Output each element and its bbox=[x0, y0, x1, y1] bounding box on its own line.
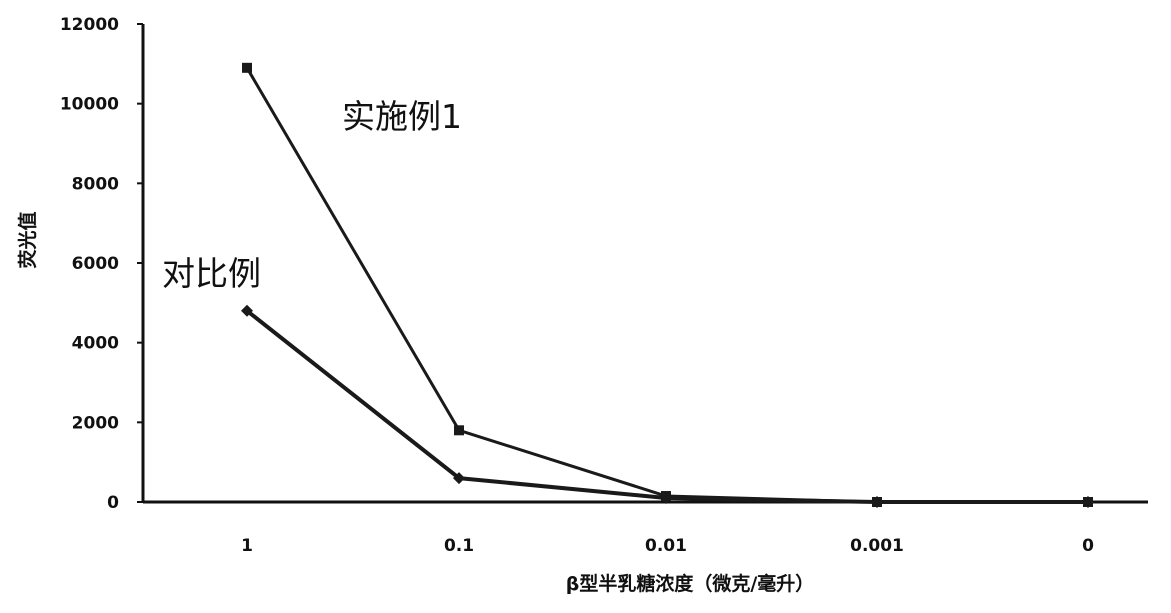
x-tick-label: 1 bbox=[241, 536, 253, 556]
series-2 bbox=[241, 305, 1094, 508]
x-tick-label: 0.1 bbox=[444, 536, 474, 556]
y-tick-label: 10000 bbox=[60, 95, 119, 115]
y-axis-ticks: 0 2000 4000 6000 8000 10000 12000 bbox=[60, 15, 143, 513]
y-tick-label: 12000 bbox=[60, 15, 119, 35]
data-point bbox=[454, 425, 464, 435]
x-tick-label: 0 bbox=[1082, 536, 1094, 556]
series-line bbox=[247, 311, 1088, 502]
x-tick-label: 0.01 bbox=[645, 536, 687, 556]
x-axis-ticks: 1 0.1 0.01 0.001 0 bbox=[241, 536, 1094, 556]
data-point bbox=[242, 63, 252, 73]
series-label-comparative: 对比例 bbox=[162, 254, 261, 293]
y-tick-label: 8000 bbox=[72, 174, 119, 194]
y-tick-label: 4000 bbox=[72, 334, 119, 354]
y-axis-title: 荧光值 bbox=[16, 211, 39, 268]
y-tick-label: 0 bbox=[107, 493, 119, 513]
y-tick-label: 2000 bbox=[72, 413, 119, 433]
series-label-example-1: 实施例1 bbox=[342, 97, 462, 136]
x-axis-title: β型半乳糖浓度（微克/毫升） bbox=[566, 572, 815, 595]
x-tick-label: 0.001 bbox=[850, 536, 904, 556]
y-tick-label: 6000 bbox=[72, 254, 119, 274]
